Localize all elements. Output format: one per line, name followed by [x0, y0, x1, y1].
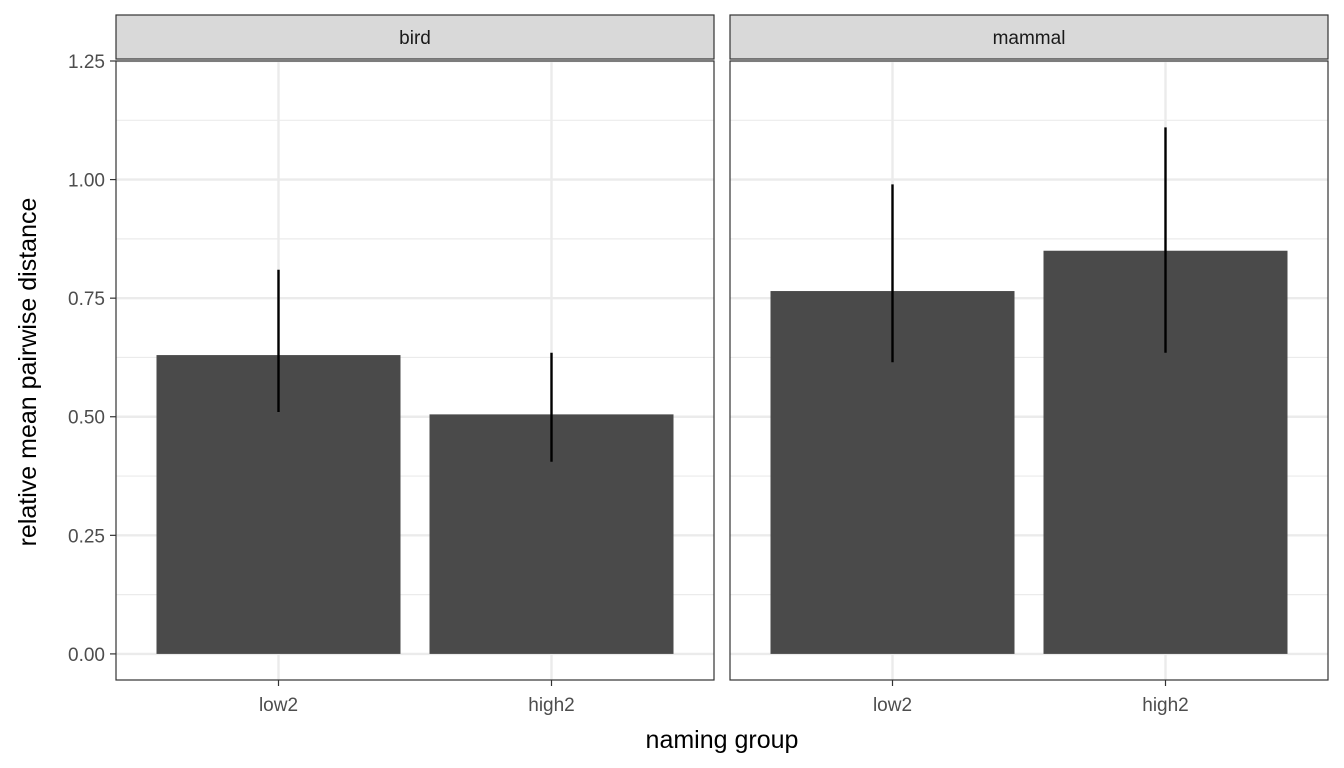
panel-bird: bird low2 high2	[115, 14, 715, 716]
facet-strip	[729, 14, 1329, 60]
panel-mammal: mammal low2 high2	[729, 14, 1329, 716]
panel-border	[115, 60, 715, 681]
x-tick-label: high2	[1142, 695, 1189, 716]
y-tick-label: 0.75	[68, 289, 105, 310]
y-tick-label: 0.00	[68, 645, 105, 666]
facet-label: bird	[399, 28, 431, 49]
x-tick-label: high2	[528, 695, 575, 716]
y-tick-label: 1.00	[68, 171, 105, 192]
facet-label: mammal	[993, 28, 1066, 49]
x-tick-label: low2	[259, 695, 298, 716]
y-axis-title: relative mean pairwise distance	[14, 198, 42, 547]
y-tick-label: 0.50	[68, 408, 105, 429]
panel-border	[729, 60, 1329, 681]
y-tick-label: 1.25	[68, 52, 105, 73]
facet-strip	[115, 14, 715, 60]
panels-layer: bird low2 high2 mammal low2 high2	[115, 14, 1329, 716]
x-tick-label: low2	[873, 695, 912, 716]
y-tick-label: 0.25	[68, 526, 105, 547]
y-axis: 0.00 0.25 0.50 0.75 1.00 1.25	[68, 52, 116, 666]
x-axis-title: naming group	[646, 726, 799, 754]
